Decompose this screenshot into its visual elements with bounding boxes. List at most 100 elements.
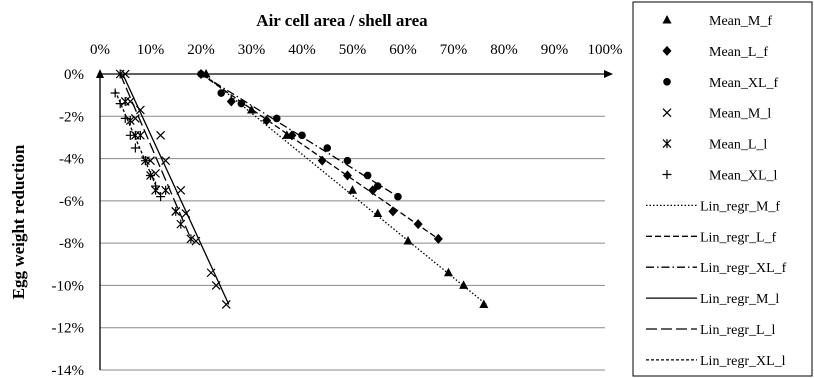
legend-entry: Mean_M_l — [662, 107, 771, 122]
y-tick-label: -8% — [59, 236, 84, 252]
data-point — [156, 130, 166, 140]
x-tick-label: 90% — [541, 42, 569, 58]
grid-lines — [100, 115, 605, 371]
data-point — [115, 99, 125, 109]
legend-entry: Lin_regr_M_f — [646, 199, 780, 214]
y-tick-label: -6% — [59, 194, 84, 210]
y-tick-label: 0% — [64, 67, 84, 83]
x-tick-label: 100% — [588, 42, 623, 58]
legend-label: Lin_regr_M_f — [700, 199, 780, 214]
data-point — [146, 170, 155, 180]
data-point — [298, 131, 306, 140]
legend-entry: Lin_regr_L_f — [646, 230, 777, 245]
legend-label: Mean_XL_f — [709, 76, 779, 91]
data-point — [394, 192, 402, 201]
data-point — [221, 300, 231, 309]
x-axis-arrow — [604, 70, 613, 78]
data-point — [443, 267, 453, 277]
regression-line — [122, 73, 230, 305]
x-tick-label: 10% — [137, 42, 165, 58]
y-tick-label: -12% — [52, 321, 85, 337]
series-mean-l-l — [115, 69, 196, 244]
y-tick-label: -4% — [59, 152, 84, 168]
legend-label: Lin_regr_M_l — [700, 292, 779, 307]
data-point — [373, 208, 383, 218]
legend-entry: Mean_M_f — [662, 14, 772, 29]
legend-label: Mean_M_l — [709, 107, 771, 122]
regression-line — [114, 90, 162, 197]
series-lin-regr-m-l — [122, 73, 230, 305]
series-mean-xl-l — [110, 88, 166, 202]
data-point — [186, 234, 196, 244]
series-lin-regr-m-f — [203, 73, 487, 305]
legend-label: Mean_L_l — [709, 138, 767, 153]
legend-label: Lin_regr_XL_l — [700, 354, 786, 369]
legend-label: Lin_regr_L_f — [700, 230, 777, 245]
legend-entry: Mean_L_f — [662, 45, 768, 60]
legend-marker — [662, 15, 672, 24]
data-point — [348, 185, 357, 194]
legend-label: Lin_regr_XL_f — [700, 261, 787, 276]
x-tick-label: 60% — [389, 42, 417, 58]
legend-label: Mean_XL_l — [709, 169, 778, 184]
x-tick-label: 30% — [238, 42, 266, 58]
legend-marker — [662, 45, 672, 56]
y-tick-label: -10% — [52, 278, 85, 294]
data-point — [373, 182, 382, 190]
data-point — [323, 144, 332, 152]
x-tick-labels: 0% 10% 20% 30% 40% 50% 60% 70% 80% 90% 100% — [90, 42, 623, 58]
y-tick-labels: 0% -2% -4% -6% -8% -10% -12% -14% — [52, 67, 85, 378]
data-point — [151, 181, 161, 191]
data-point — [135, 130, 145, 140]
legend-label: Lin_regr_L_l — [700, 323, 776, 338]
legend-entry: Lin_regr_L_l — [646, 323, 776, 338]
legend-marker — [662, 170, 672, 179]
legend-entry: Mean_XL_f — [663, 76, 779, 91]
legend-entry: Lin_regr_XL_l — [646, 354, 786, 369]
legend-entry: Mean_L_l — [662, 138, 767, 153]
y-tick-label: -14% — [52, 363, 85, 378]
legend-entry: Lin_regr_M_l — [646, 292, 779, 307]
series-lin-regr-xl-l — [114, 90, 162, 197]
legend: Mean_M_f Mean_L_f Mean_XL_f Mean_M_l Mean_L_… — [632, 1, 813, 377]
data-point — [130, 143, 140, 153]
regression-line — [200, 73, 399, 198]
data-point — [342, 170, 352, 181]
data-point — [479, 299, 489, 308]
legend-label: Mean_M_f — [709, 14, 772, 29]
plot-area — [110, 69, 489, 309]
x-axis-title: Air cell area / shell area — [256, 11, 428, 30]
data-point — [125, 130, 135, 140]
regression-line — [203, 73, 487, 305]
data-point — [272, 114, 281, 123]
series-mean-xl-f — [197, 70, 402, 201]
x-tick-label: 40% — [288, 42, 316, 58]
data-point — [156, 192, 166, 202]
data-point — [317, 155, 327, 166]
legend-entry: Lin_regr_XL_f — [646, 261, 787, 276]
x-tick-label: 70% — [440, 42, 468, 58]
data-point — [459, 280, 469, 289]
series-lin-regr-xl-f — [200, 73, 399, 198]
data-point — [110, 88, 120, 98]
legend-label: Mean_L_f — [709, 45, 768, 60]
data-point — [343, 156, 352, 165]
data-point — [287, 130, 297, 141]
data-point — [120, 96, 130, 106]
series-lin-regr-l-f — [200, 73, 439, 240]
regression-line — [200, 73, 439, 240]
data-point — [217, 89, 225, 97]
legend-marker — [662, 139, 672, 149]
x-tick-label: 80% — [490, 42, 518, 58]
legend-marker — [663, 78, 671, 86]
data-point — [237, 99, 246, 108]
regression-line — [119, 73, 192, 240]
legend-marker — [662, 108, 672, 118]
axes — [96, 69, 613, 370]
y-axis-title: Egg weight reduction — [9, 144, 28, 299]
data-point — [161, 156, 171, 166]
legend-entry: Mean_XL_l — [662, 169, 778, 184]
data-point — [206, 268, 216, 278]
y-tick-label: -2% — [59, 109, 84, 125]
